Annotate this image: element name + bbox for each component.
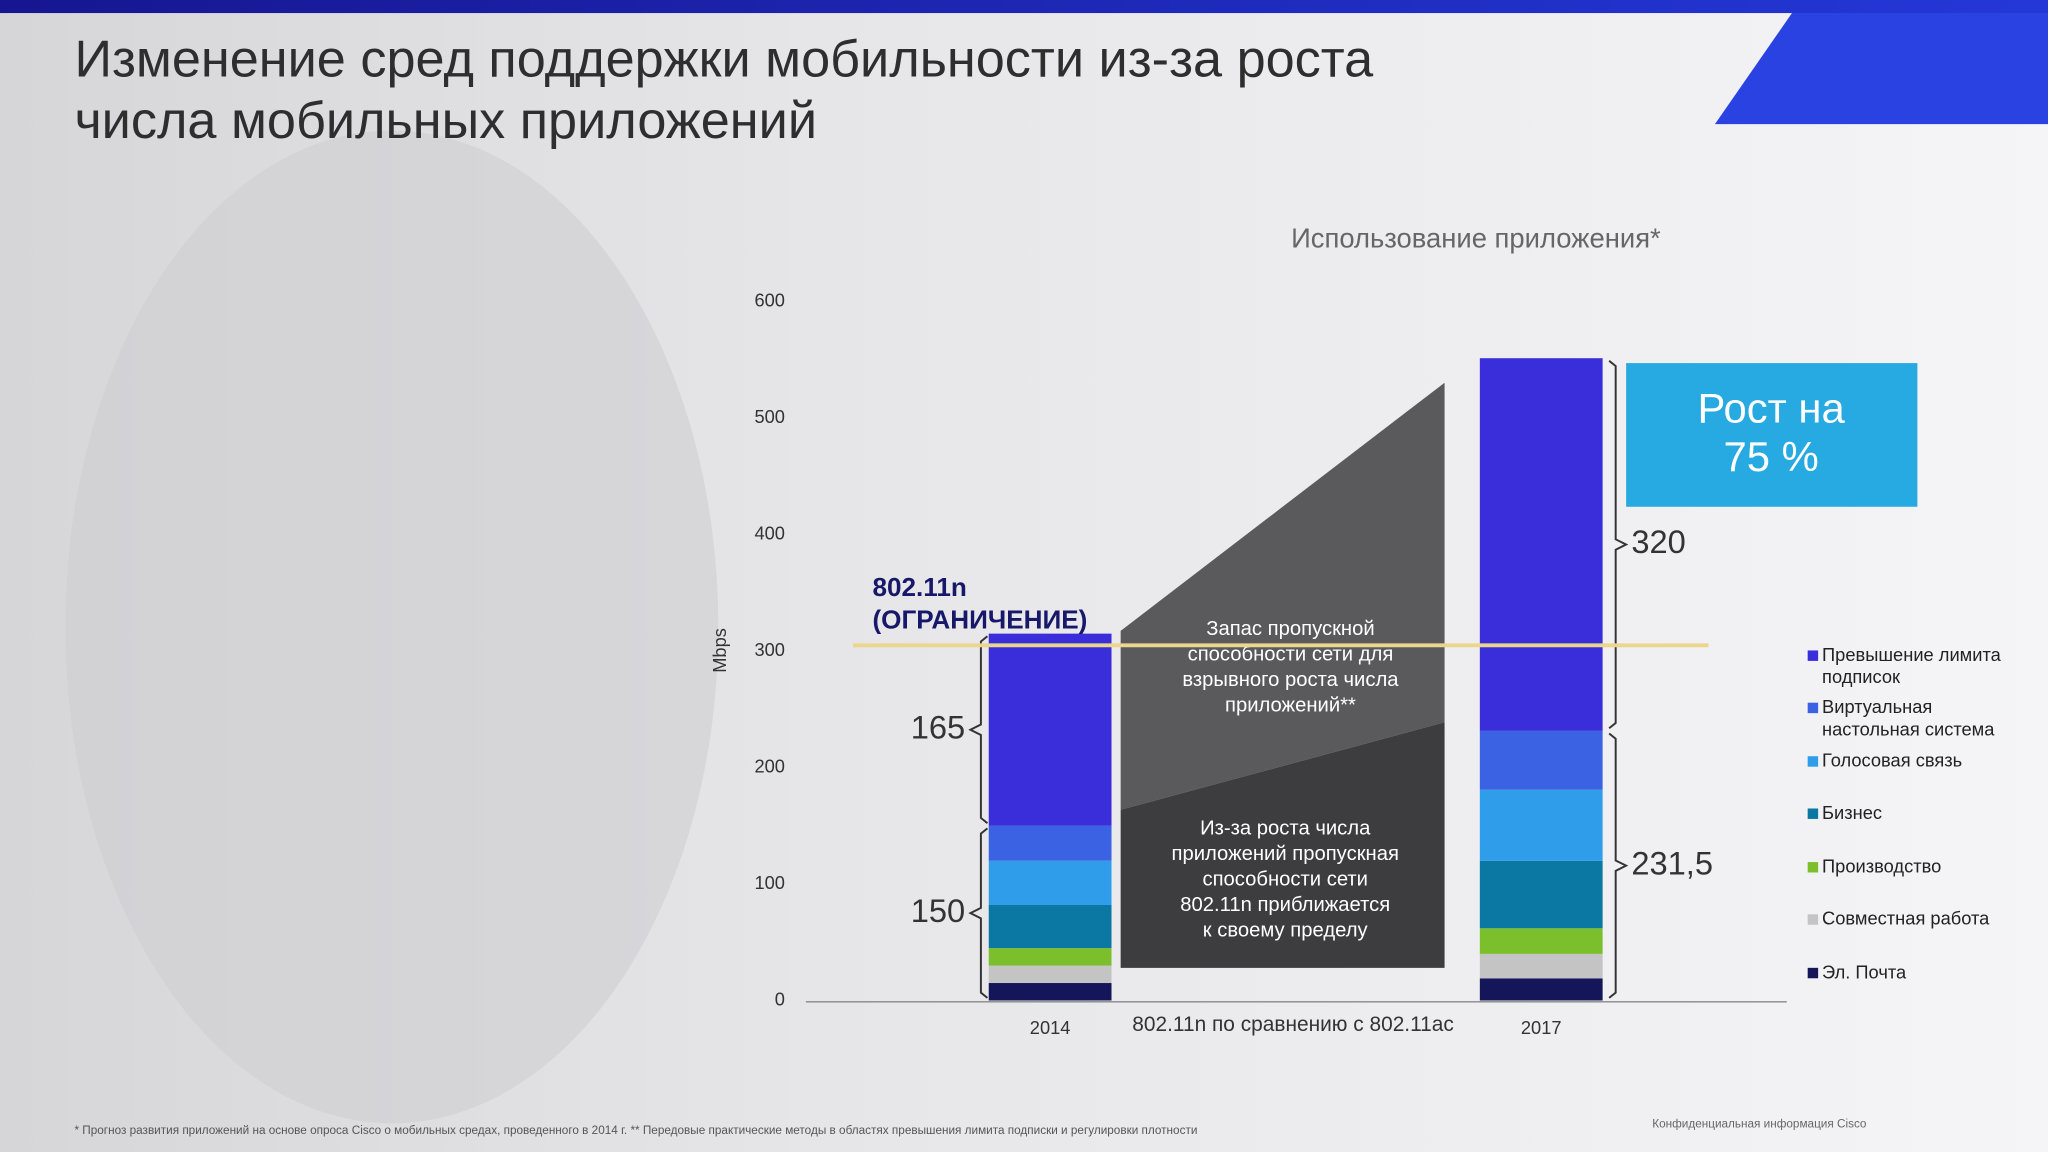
bar-segment — [1479, 978, 1603, 1001]
legend-entry: Превышение лимита подписок — [1822, 643, 2001, 688]
legend-swatch — [1807, 862, 1819, 873]
growth-box — [1626, 363, 1918, 507]
headroom-text: приложений** — [1225, 694, 1356, 716]
bar-segment — [1479, 860, 1603, 929]
limit-text: 802.11n приближается — [1180, 894, 1390, 916]
confidential: Конфиденциальная информация Cisco — [1652, 1118, 1867, 1131]
bar-segment — [988, 904, 1112, 949]
slide-title: Изменение сред поддержки мобильности из-… — [74, 30, 1374, 88]
legend-swatch — [1807, 650, 1819, 661]
corner-shape — [1714, 13, 2048, 125]
y-tick-label: 100 — [754, 872, 784, 893]
legend-entry: Производство — [1822, 855, 1942, 877]
bar-segment — [1479, 928, 1603, 954]
legend-entry: Голосовая связь — [1822, 749, 1963, 771]
bar-segment — [988, 825, 1112, 861]
legend-label: Производство — [1822, 855, 1942, 877]
limit-text: к своему пределу — [1203, 920, 1369, 942]
legend-entry: Виртуальная настольная система — [1822, 696, 1995, 740]
growth-text: 75 % — [1723, 433, 1818, 480]
bar-segment — [988, 860, 1112, 905]
limit-text: приложений пропускная — [1172, 843, 1399, 865]
headroom-text: Запас пропускной — [1206, 618, 1374, 640]
legend-label: Превышение лимита подписок — [1822, 643, 2001, 688]
y-tick-label: 200 — [754, 755, 784, 776]
limit-text: Из-за роста числа — [1200, 818, 1371, 840]
bracket — [1608, 732, 1629, 999]
legend-label: Эл. Почта — [1822, 961, 1907, 983]
legend-label: Бизнес — [1822, 801, 1883, 823]
photo-shape — [65, 130, 719, 1124]
legend-entry: Совместная работа — [1822, 907, 1990, 929]
legend-swatch — [1807, 808, 1819, 819]
legend-label: Совместная работа — [1822, 907, 1990, 929]
headroom-shape — [1120, 382, 1445, 810]
limit-text: способности сети — [1202, 869, 1368, 891]
bar-segment — [1479, 358, 1603, 731]
legend-label: Голосовая связь — [1822, 749, 1963, 771]
bracket-label: 165 — [911, 708, 965, 745]
legend-label: Виртуальная настольная система — [1822, 696, 1995, 740]
bracket — [968, 635, 989, 824]
legend-entry: Бизнес — [1822, 801, 1883, 823]
x-axis-label: 802.11n по сравнению с 802.11ac — [1132, 1013, 1454, 1036]
y-tick-label: 400 — [754, 522, 784, 543]
y-tick-label: 0 — [775, 988, 785, 1009]
bracket-label: 320 — [1631, 523, 1685, 560]
top-bar — [0, 0, 2048, 14]
bracket-label: 150 — [911, 892, 965, 929]
bar-segment — [988, 983, 1112, 1001]
footnote: * Прогноз развития приложений на основе … — [74, 1124, 1197, 1137]
headroom-text: взрывного роста числа — [1182, 669, 1399, 691]
bar-segment — [1479, 789, 1603, 861]
x-tick-label: 2014 — [1030, 1017, 1071, 1038]
limit-label: (ОГРАНИЧЕНИЕ) — [872, 605, 1087, 635]
y-axis-label: Mbps — [709, 628, 730, 673]
legend-swatch — [1807, 914, 1819, 925]
legend-entry: Эл. Почта — [1822, 961, 1907, 983]
limit-label: 802.11n — [872, 572, 966, 602]
x-tick-label: 2017 — [1521, 1017, 1562, 1038]
bar-segment — [988, 948, 1112, 966]
bar-segment — [1479, 953, 1603, 979]
legend-swatch — [1807, 702, 1819, 714]
bracket — [1608, 360, 1629, 730]
chart-title: Использование приложения* — [1291, 223, 1661, 254]
y-tick-label: 600 — [754, 290, 784, 311]
growth-text: Рост на — [1697, 384, 1845, 431]
bar-segment — [988, 965, 1112, 984]
headroom-text: способности сети для — [1188, 643, 1394, 665]
slide-title: числа мобильных приложений — [74, 92, 817, 150]
limit-shape — [1120, 722, 1445, 968]
legend-swatch — [1807, 967, 1819, 979]
bar-segment — [1479, 730, 1603, 790]
bracket-label: 231,5 — [1631, 844, 1713, 881]
legend-swatch — [1807, 756, 1819, 767]
y-tick-label: 300 — [754, 639, 784, 660]
bar-segment — [988, 633, 1112, 826]
bracket — [968, 827, 989, 999]
y-tick-label: 500 — [754, 406, 784, 427]
